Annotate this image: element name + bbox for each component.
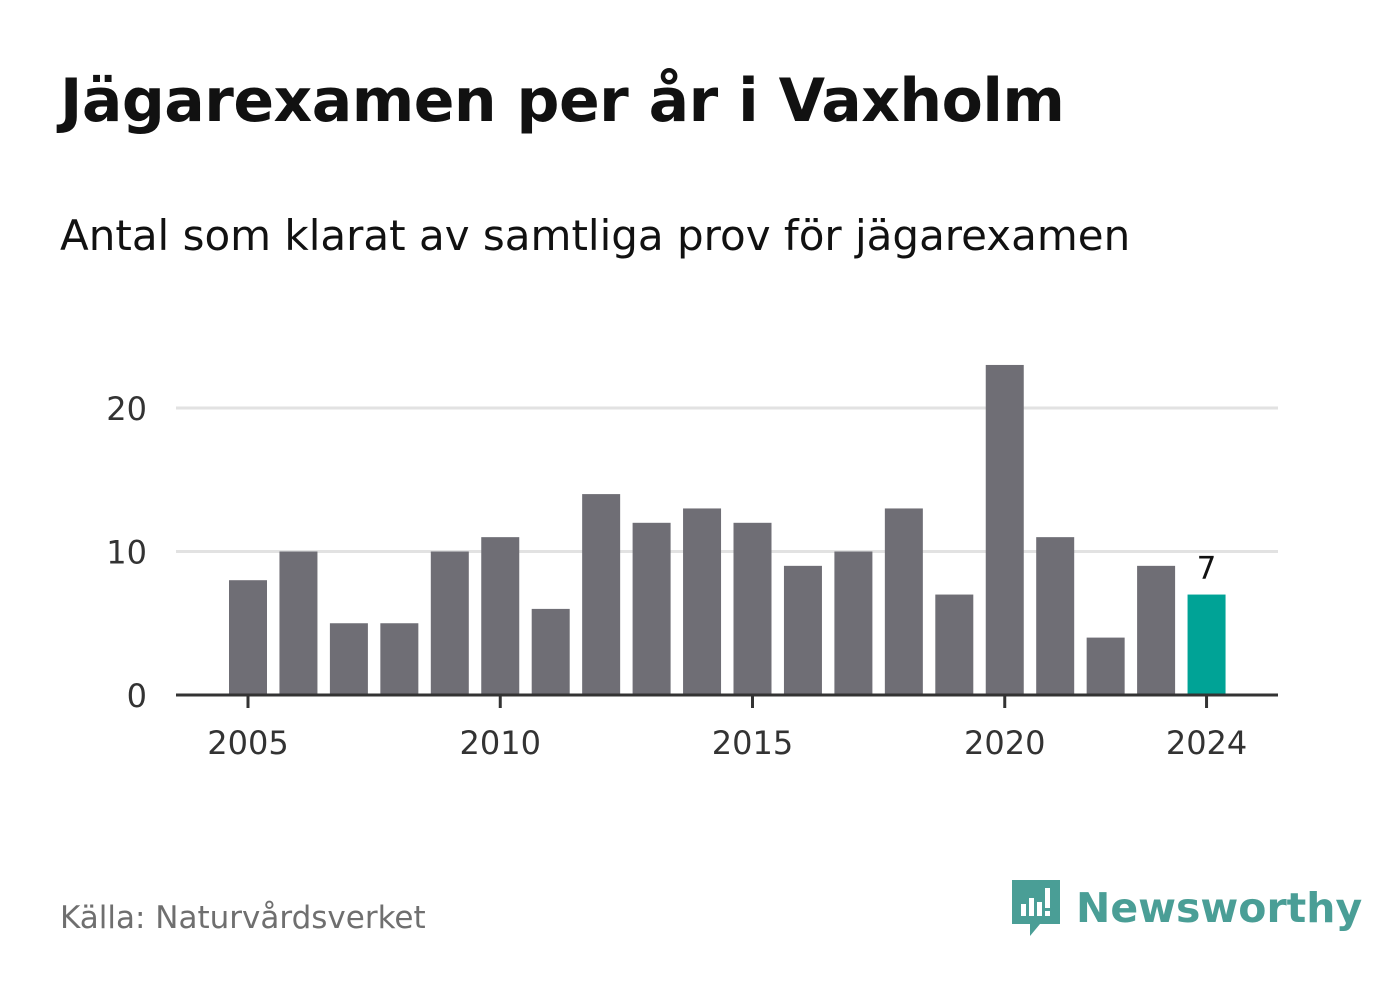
bar-2006 [279, 551, 318, 695]
x-tick-label-2010: 2010 [460, 724, 541, 762]
bar-2022 [1086, 637, 1125, 695]
brand-name: Newsworthy [1076, 884, 1363, 932]
x-tick-label-2015: 2015 [712, 724, 793, 762]
bar-2018 [884, 508, 923, 695]
y-tick-label-20: 20 [106, 390, 147, 428]
bar-2010 [481, 537, 520, 695]
bar-2008 [380, 623, 419, 695]
x-tick-label-2020: 2020 [964, 724, 1045, 762]
source-note: Källa: Naturvårdsverket [60, 900, 426, 936]
bar-2014 [683, 508, 722, 695]
axes [176, 693, 1278, 708]
bar-2017 [834, 551, 873, 695]
newsworthy-logo-icon [1012, 880, 1060, 936]
labels: 0 10 20 2005 2010 2015 2020 2024 7 [106, 390, 1247, 762]
chart-title: Jägarexamen per år i Vaxholm [60, 66, 1065, 136]
x-tick-label-2024: 2024 [1166, 724, 1247, 762]
bar-2005 [229, 580, 267, 695]
brand: Newsworthy [1010, 878, 1362, 938]
bar-2015 [733, 522, 772, 695]
bar-2013 [632, 522, 671, 695]
bar-2012 [582, 494, 621, 695]
grid-lines [176, 406, 1278, 553]
data-label-2024: 7 [1197, 551, 1217, 587]
bar-2007 [329, 623, 368, 695]
bar-2016 [783, 565, 822, 695]
y-tick-label-10: 10 [106, 534, 147, 572]
bar-2019 [935, 594, 974, 695]
x-tick-label-2005: 2005 [207, 724, 288, 762]
bar-2020 [985, 364, 1024, 695]
bars [229, 364, 1226, 695]
bar-2009 [430, 551, 469, 695]
bar-2011 [531, 608, 570, 695]
bar-2024 [1187, 594, 1226, 695]
bar-2021 [1036, 537, 1075, 695]
bar-2023 [1137, 565, 1176, 695]
y-tick-label-0: 0 [127, 677, 147, 715]
chart-subtitle: Antal som klarat av samtliga prov för jä… [60, 211, 1131, 260]
